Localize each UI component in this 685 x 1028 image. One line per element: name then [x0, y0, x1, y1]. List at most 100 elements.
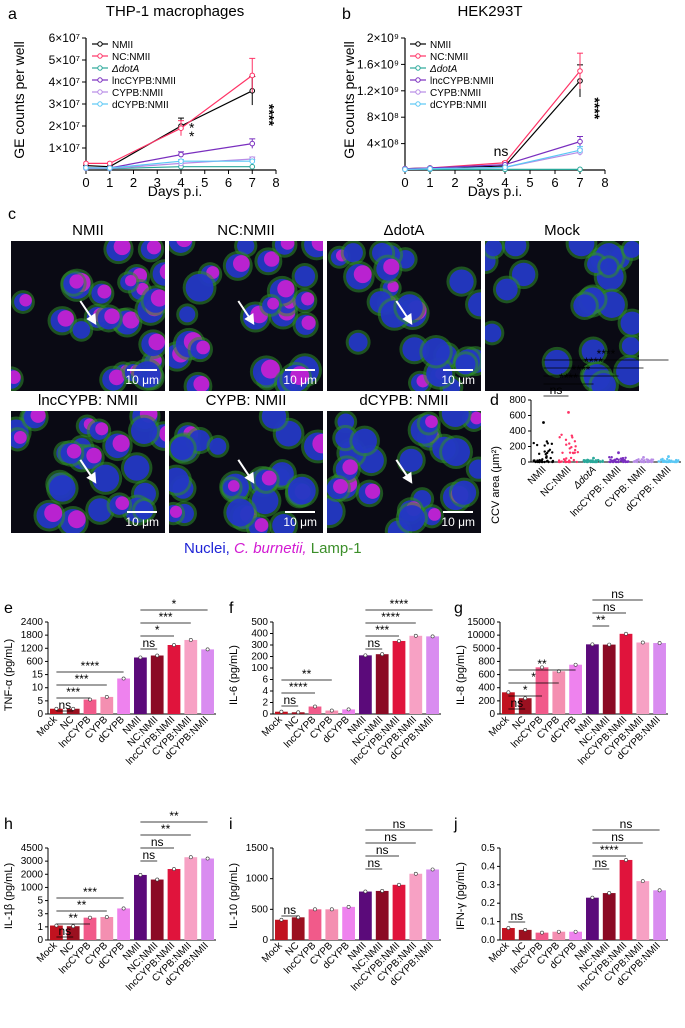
data-point [665, 457, 669, 461]
arrow-icon [86, 471, 97, 484]
y-tick-label: 1.6×10⁹ [357, 57, 399, 71]
nucleus [455, 354, 476, 375]
nucleus [468, 292, 481, 317]
bar [100, 917, 114, 940]
cburnetii-vacuole [67, 510, 86, 529]
bar [586, 644, 599, 714]
x-tick-label: 2 [451, 175, 458, 190]
sig-label: ** [537, 657, 547, 671]
chart-f: 0246100200300400500MockNClncCYPBCYPBdCYP… [228, 597, 441, 767]
data-point [607, 642, 612, 647]
nucleus [504, 241, 527, 257]
y-tick-label: 200 [509, 442, 526, 453]
y-tick-label: 2400 [21, 617, 44, 628]
micro-title-lnccypb: lncCYPB: NMII [37, 392, 139, 409]
panel-letter-c: c [8, 206, 16, 223]
cburnetii-vacuole [428, 508, 441, 521]
bar [602, 644, 616, 714]
sig-label: ns [367, 856, 380, 870]
bar [375, 654, 389, 714]
data-point [633, 460, 636, 463]
cburnetii-vacuole [113, 241, 131, 256]
data-point [540, 460, 544, 464]
data-point [178, 125, 184, 131]
data-point [572, 451, 575, 455]
legend-label: ΔdotA [111, 64, 140, 75]
nucleus [91, 464, 120, 492]
legend-label: CYPB:NMII [112, 88, 163, 99]
y-tick-label: 800 [509, 395, 526, 406]
data-point [549, 456, 552, 460]
data-point [536, 460, 540, 464]
cburnetii-vacuole [159, 425, 165, 442]
bar [653, 890, 666, 940]
panel-letter-j: j [454, 816, 458, 833]
nucleus [226, 498, 255, 527]
data-point [567, 411, 570, 414]
data-point [584, 459, 588, 462]
y-tick-label: 0.1 [481, 917, 495, 928]
data-point [669, 460, 672, 463]
nucleus [348, 332, 368, 352]
nucleus [237, 241, 255, 255]
bar [518, 698, 532, 714]
legend-marker [97, 41, 103, 47]
data-point [313, 704, 317, 709]
data-point [249, 163, 256, 170]
bar [100, 696, 114, 714]
data-point [279, 917, 284, 922]
y-tick-label: 1 [37, 922, 43, 933]
cburnetii-vacuole [425, 415, 438, 428]
chart-e-ylabel: TNF-α (pg/mL) [3, 639, 15, 711]
y-tick-label: 300 [251, 640, 268, 651]
data-point [608, 460, 611, 464]
legend-marker [415, 53, 421, 59]
data-point [249, 158, 256, 164]
data-point [346, 707, 351, 712]
cburnetii-vacuole [227, 480, 240, 492]
y-tick-label: 200 [478, 696, 495, 707]
y-tick-label: 200 [251, 652, 268, 663]
nucleus [135, 500, 154, 520]
series-line [85, 90, 253, 168]
legend-marker [97, 89, 103, 95]
cburnetii-vacuole [108, 369, 125, 386]
data-point [645, 458, 648, 461]
bar [636, 642, 650, 714]
y-tick-label: 5000 [473, 643, 496, 654]
data-point [562, 458, 566, 461]
nucleus [468, 459, 481, 479]
data-point [556, 929, 561, 934]
data-point [550, 442, 554, 446]
arrow-icon [86, 313, 97, 325]
chart-b-ylabel: GE counts per well [341, 41, 357, 159]
data-point [104, 915, 109, 919]
nucleus [209, 437, 227, 455]
cburnetii-vacuole [104, 308, 120, 324]
cburnetii-vacuole [159, 263, 165, 280]
cburnetii-vacuole [150, 289, 165, 307]
nucleus [441, 411, 469, 427]
nucleus [352, 428, 377, 454]
cburnetii-vacuole [260, 359, 280, 379]
cburnetii-vacuole [383, 258, 400, 275]
data-point [329, 907, 334, 912]
sig-label: *** [375, 623, 389, 637]
sig-label: **** [81, 659, 100, 673]
nucleus [185, 273, 214, 302]
y-tick-label: 6 [262, 675, 268, 686]
chart-b-title: HEK293T [457, 3, 522, 20]
data-point [329, 708, 334, 713]
bar [275, 919, 288, 940]
y-tick-label: 0 [37, 709, 43, 720]
data-point [573, 662, 578, 667]
chart-a-xlabel: Days p.i. [148, 183, 202, 199]
y-tick-label: 4 [262, 686, 268, 697]
data-point [535, 443, 539, 447]
y-tick-label: 3×10⁷ [49, 97, 80, 111]
nucleus [288, 476, 316, 505]
legend-marker [415, 77, 421, 83]
sig-label: **** [572, 363, 591, 377]
arrow-icon [79, 300, 94, 320]
panel-letter-b: b [342, 6, 351, 23]
